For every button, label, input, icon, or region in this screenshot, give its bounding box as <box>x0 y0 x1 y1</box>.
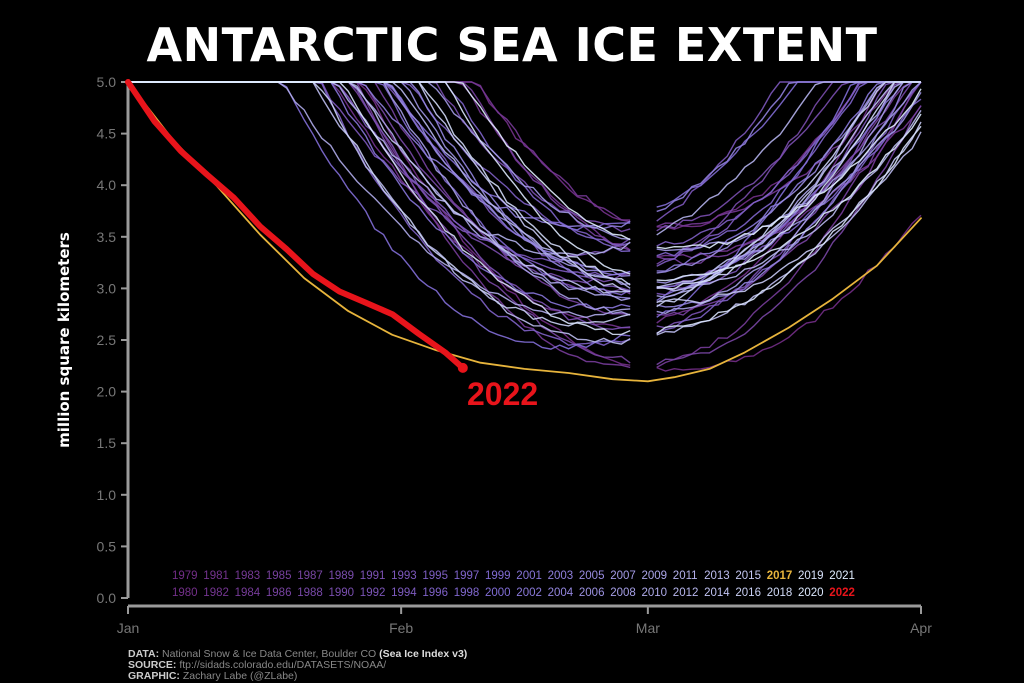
series-line-2022 <box>125 79 466 371</box>
legend-year-1988: 1988 <box>297 587 323 599</box>
y-tick-label: 4.5 <box>97 126 117 142</box>
legend-year-1982: 1982 <box>203 587 229 599</box>
year-line-2005 <box>128 81 921 277</box>
legend-year-1984: 1984 <box>235 587 261 599</box>
y-tick-label: 3.0 <box>97 280 117 296</box>
year-line-1998 <box>128 81 922 296</box>
legend-year-1991: 1991 <box>360 570 386 582</box>
footer-credits: DATA: National Snow & Ice Data Center, B… <box>128 649 467 682</box>
legend-year-1987: 1987 <box>297 570 323 582</box>
legend-year-2010: 2010 <box>642 587 668 599</box>
legend-year-2000: 2000 <box>485 587 511 599</box>
series-line-2017 <box>127 81 922 383</box>
highlight-lines <box>125 79 922 383</box>
legend-year-2020: 2020 <box>798 587 824 599</box>
year-line-2004 <box>128 81 921 308</box>
legend-year-2018: 2018 <box>767 587 793 599</box>
legend-year-2003: 2003 <box>548 570 574 582</box>
legend-year-1994: 1994 <box>391 587 417 599</box>
y-tick-label: 5.0 <box>97 74 117 90</box>
legend-year-2008: 2008 <box>610 587 636 599</box>
year-line-2021 <box>128 81 922 250</box>
y-tick-label: 0.0 <box>97 590 117 606</box>
legend-year-1993: 1993 <box>391 570 417 582</box>
background-year-lines <box>128 81 922 372</box>
legend-year-2015: 2015 <box>735 570 761 582</box>
legend-year-1996: 1996 <box>422 587 448 599</box>
legend-year-1997: 1997 <box>454 570 480 582</box>
legend-year-1995: 1995 <box>422 570 448 582</box>
legend-year-1985: 1985 <box>266 570 292 582</box>
legend-year-2021: 2021 <box>829 570 855 582</box>
footer-graphic-line: GRAPHIC: Zachary Labe (@ZLabe) <box>128 670 298 682</box>
y-tick-label: 0.5 <box>97 538 117 554</box>
legend-year-2011: 2011 <box>673 570 698 582</box>
y-tick-label: 2.0 <box>97 384 117 400</box>
legend-year-1980: 1980 <box>172 587 198 599</box>
legend-year-2007: 2007 <box>610 570 636 582</box>
legend-year-2009: 2009 <box>642 570 668 582</box>
y-tick-label: 2.5 <box>97 332 117 348</box>
legend-year-1990: 1990 <box>329 587 355 599</box>
legend-year-1998: 1998 <box>454 587 480 599</box>
series-2022-endpoint <box>457 362 468 373</box>
x-tick-label: Feb <box>389 620 413 636</box>
legend-year-2006: 2006 <box>579 587 605 599</box>
year-line-2002 <box>128 81 921 276</box>
chart-title: ANTARCTIC SEA ICE EXTENT <box>146 18 878 72</box>
legend-year-2022: 2022 <box>829 587 855 599</box>
legend-year-1981: 1981 <box>203 570 229 582</box>
year-line-1987 <box>128 81 922 366</box>
legend-year-1979: 1979 <box>172 570 198 582</box>
legend-year-2014: 2014 <box>704 587 730 599</box>
x-tick-label: Apr <box>910 620 932 636</box>
y-axis-label: million square kilometers <box>55 232 73 448</box>
legend-year-1992: 1992 <box>360 587 386 599</box>
label-2022: 2022 <box>467 376 538 412</box>
x-tick-label: Mar <box>636 620 660 636</box>
legend-year-2005: 2005 <box>579 570 605 582</box>
y-tick-label: 3.5 <box>97 229 117 245</box>
legend-year-2017: 2017 <box>767 570 793 582</box>
year-legend: 1979 1981 1983 1985 1987 1989 1991 1993 1995 1997… <box>172 570 855 599</box>
legend-year-2019: 2019 <box>798 570 824 582</box>
y-tick-label: 1.0 <box>97 487 117 503</box>
axes: 0.0 0.5 1.0 1.5 2.0 2.5 3.0 3.5 4.0 4.5 5.0 Jan Feb M… <box>97 74 933 636</box>
legend-year-1989: 1989 <box>329 570 355 582</box>
footer-source-line: SOURCE: ftp://sidads.colorado.edu/DATASE… <box>128 659 387 671</box>
legend-year-2004: 2004 <box>548 587 574 599</box>
legend-year-2013: 2013 <box>704 570 730 582</box>
legend-year-1999: 1999 <box>485 570 511 582</box>
y-tick-label: 4.0 <box>97 177 117 193</box>
legend-year-2001: 2001 <box>516 570 542 582</box>
year-line-1994 <box>128 81 921 278</box>
legend-year-2016: 2016 <box>735 587 761 599</box>
x-tick-label: Jan <box>117 620 140 636</box>
footer-data-line: DATA: National Snow & Ice Data Center, B… <box>128 648 468 660</box>
legend-year-2012: 2012 <box>673 587 699 599</box>
legend-year-1986: 1986 <box>266 587 292 599</box>
legend-year-2002: 2002 <box>516 587 542 599</box>
y-tick-label: 1.5 <box>97 435 117 451</box>
legend-year-1983: 1983 <box>235 570 261 582</box>
